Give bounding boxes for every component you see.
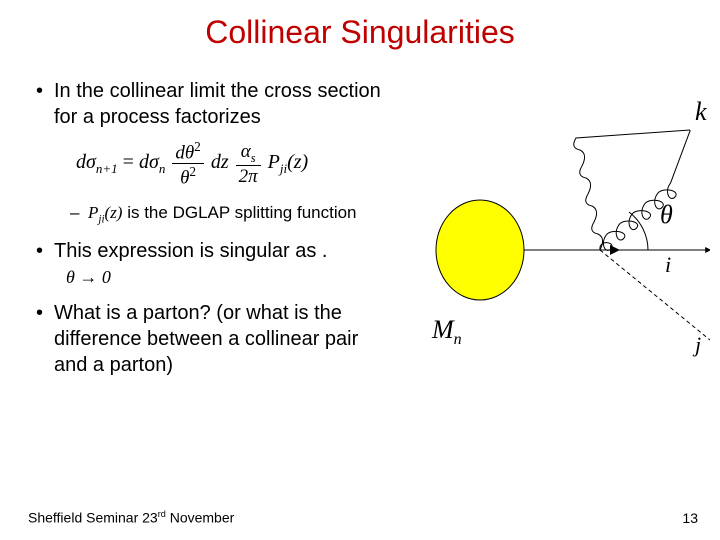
bullet-text: In the collinear limit the cross section… (54, 78, 396, 130)
arrow-mid-icon (610, 245, 620, 255)
formula-block: dσn+1 = dσn dθ2 θ2 dz αs 2π Pji(z) (76, 140, 396, 188)
bullet-item: • What is a parton? (or what is the diff… (36, 300, 396, 378)
factorization-formula: dσn+1 = dσn dθ2 θ2 dz αs 2π Pji(z) (76, 151, 308, 173)
angle-arc-theta (629, 212, 648, 250)
bullet-marker: • (36, 78, 54, 130)
footer-text: Sheffield Seminar 23rd November (28, 509, 234, 526)
slide-title: Collinear Singularities (0, 14, 720, 51)
bullet-item: • In the collinear limit the cross secti… (36, 78, 396, 130)
bullet-marker: – (70, 202, 88, 230)
bullet-text: Pji(z) is the DGLAP splitting function (88, 202, 357, 230)
bullet-text: This expression is singular as . θ → 0 (54, 238, 327, 290)
slide: Collinear Singularities • In the colline… (0, 0, 720, 540)
gluon-coil (597, 128, 710, 267)
amplitude-blob (436, 200, 524, 300)
bullet-marker: • (36, 238, 54, 290)
sub-bullet-item: – Pji(z) is the DGLAP splitting function (70, 202, 396, 230)
label-Mn: Mn (431, 315, 462, 348)
bullet-marker: • (36, 300, 54, 378)
page-number: 13 (682, 510, 698, 526)
parton-line-j (600, 250, 710, 340)
bullet-item: • This expression is singular as . θ → 0 (36, 238, 396, 290)
label-theta: θ (660, 200, 673, 229)
label-j: j (692, 332, 701, 357)
feynman-diagram: k θ i j Mn (410, 100, 710, 360)
gluon-line-k (574, 130, 690, 250)
label-k: k (695, 100, 707, 126)
bullet-text: What is a parton? (or what is the differ… (54, 300, 396, 378)
label-i: i (665, 252, 671, 277)
bullet-list: • In the collinear limit the cross secti… (36, 78, 396, 388)
